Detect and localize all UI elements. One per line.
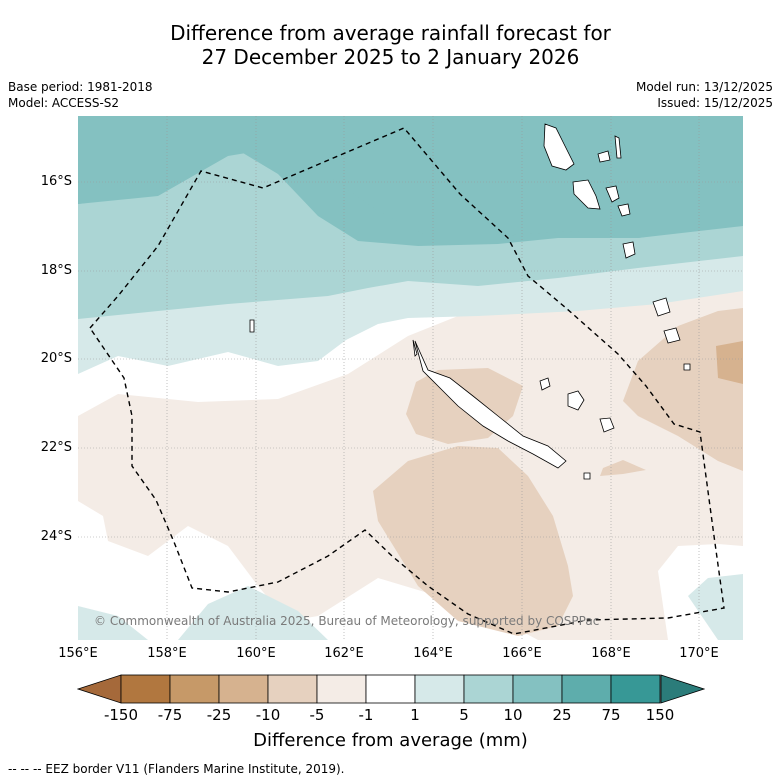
colorbar-cell	[169, 674, 220, 704]
colorbar-tick-label: -75	[157, 706, 183, 724]
lon-label-156e: 156°E	[58, 646, 98, 661]
colorbar	[77, 674, 705, 704]
colorbar-tick-label: 25	[552, 706, 572, 724]
colorbar-cell	[414, 674, 465, 704]
mare-island	[599, 417, 615, 433]
colorbar-cell	[610, 674, 661, 704]
colorbar-tick-label: -1	[358, 706, 374, 724]
lon-label-170e: 170°E	[679, 646, 719, 661]
issued-date: Issued: 15/12/2025	[657, 96, 773, 110]
model-name: Model: ACCESS-S2	[8, 96, 120, 110]
ouvea-island	[539, 377, 551, 391]
base-period: Base period: 1981-2018	[8, 80, 153, 94]
colorbar-tick-label: 1	[410, 706, 420, 724]
colorbar-cell	[218, 674, 269, 704]
lat-label-24s: 24°S	[40, 529, 72, 544]
lat-label-20s: 20°S	[40, 351, 72, 366]
tanna-island	[663, 327, 681, 344]
title-line-1: Difference from average rainfall forecas…	[170, 21, 611, 45]
aneityum-island	[683, 363, 691, 371]
new-caledonia-island	[414, 340, 567, 469]
landmasses	[249, 123, 691, 480]
colorbar-tick-label: -5	[309, 706, 325, 724]
eez-legend: -- -- -- EEZ border V11 (Flanders Marine…	[8, 762, 345, 776]
colorbar-cell	[463, 674, 514, 704]
colorbar-cells	[77, 674, 705, 704]
colorbar-tick-label: 150	[645, 706, 675, 724]
colorbar-extend-low	[77, 674, 122, 704]
efate-island	[622, 241, 636, 259]
southwest-wet-patch	[78, 606, 148, 640]
colorbar-tick-label: 10	[503, 706, 523, 724]
eez-border-line	[89, 127, 725, 635]
epi-island	[617, 203, 631, 217]
southeast-wet-patch	[688, 574, 743, 640]
belep-islands	[412, 339, 418, 357]
rainfall-map: © Commonwealth of Australia 2025, Bureau…	[78, 116, 743, 640]
colorbar-cell	[267, 674, 318, 704]
malekula-island	[572, 179, 601, 210]
lat-label-18s: 18°S	[40, 263, 72, 278]
espiritu-santo-island	[543, 123, 575, 171]
copyright-notice: © Commonwealth of Australia 2025, Bureau…	[94, 614, 600, 628]
small-dry-patch	[600, 460, 646, 476]
colorbar-tick-label: -150	[103, 706, 139, 724]
chesterfield-islet	[249, 319, 255, 333]
colorbar-tick-label: -25	[206, 706, 232, 724]
dry-patch-south	[373, 446, 573, 636]
dry-patch-east	[623, 308, 743, 471]
colorbar-cell	[120, 674, 171, 704]
wet-field-north	[78, 116, 743, 238]
maewo-island	[597, 150, 611, 163]
colorbar-extend-high	[660, 674, 705, 704]
lon-label-160e: 160°E	[236, 646, 276, 661]
erromango-island	[652, 297, 671, 317]
ambrym-island	[605, 185, 620, 203]
pentecost-island	[614, 135, 622, 159]
colorbar-cell	[316, 674, 367, 704]
model-run: Model run: 13/12/2025	[635, 80, 773, 94]
anomaly-fields	[78, 116, 743, 640]
lifou-island	[567, 390, 585, 411]
lon-label-166e: 166°E	[502, 646, 542, 661]
colorbar-tick-label: -10	[255, 706, 281, 724]
colorbar-cell	[365, 674, 416, 704]
lon-label-162e: 162°E	[324, 646, 364, 661]
title-line-2: 27 December 2025 to 2 January 2026	[201, 45, 580, 69]
lat-label-22s: 22°S	[40, 440, 72, 455]
map-canvas	[78, 116, 743, 640]
colorbar-cell	[512, 674, 563, 704]
south-wet-patch	[178, 586, 328, 640]
lon-label-168e: 168°E	[591, 646, 631, 661]
colorbar-cell	[561, 674, 612, 704]
isle-of-pines	[583, 472, 591, 480]
colorbar-title: Difference from average (mm)	[253, 730, 528, 751]
lon-label-164e: 164°E	[413, 646, 453, 661]
colorbar-tick-label: 5	[459, 706, 469, 724]
south-near-normal-field	[78, 501, 538, 640]
colorbar-tick-label: 75	[601, 706, 621, 724]
lon-label-158e: 158°E	[147, 646, 187, 661]
lat-label-16s: 16°S	[40, 174, 72, 189]
drier-patch-east	[716, 341, 743, 384]
